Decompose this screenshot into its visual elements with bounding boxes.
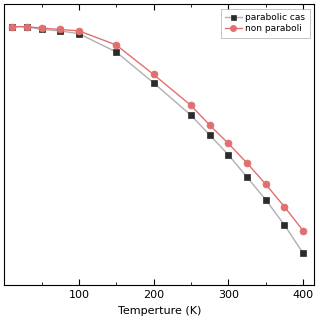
Line: non paraboli: non paraboli — [8, 23, 307, 234]
non paraboli — [40, 26, 44, 30]
parabolic cas — [77, 32, 81, 36]
non paraboli — [58, 28, 62, 31]
parabolic cas — [114, 50, 118, 54]
parabolic cas — [245, 175, 249, 179]
non paraboli — [264, 182, 268, 186]
parabolic cas — [189, 113, 193, 117]
non paraboli — [10, 25, 13, 28]
Legend: parabolic cas, non paraboli: parabolic cas, non paraboli — [221, 9, 310, 38]
parabolic cas — [283, 223, 286, 227]
non paraboli — [152, 73, 156, 76]
non paraboli — [114, 43, 118, 47]
non paraboli — [283, 205, 286, 209]
non paraboli — [189, 103, 193, 107]
parabolic cas — [301, 251, 305, 255]
X-axis label: Temperture (K): Temperture (K) — [117, 306, 201, 316]
parabolic cas — [152, 81, 156, 85]
parabolic cas — [25, 25, 28, 28]
non paraboli — [208, 123, 212, 127]
non paraboli — [77, 29, 81, 33]
non paraboli — [25, 25, 28, 28]
parabolic cas — [226, 153, 230, 156]
Line: parabolic cas: parabolic cas — [9, 24, 306, 256]
parabolic cas — [208, 133, 212, 137]
parabolic cas — [264, 198, 268, 202]
parabolic cas — [40, 28, 44, 31]
parabolic cas — [58, 29, 62, 33]
non paraboli — [301, 229, 305, 233]
parabolic cas — [10, 25, 13, 28]
non paraboli — [226, 141, 230, 145]
non paraboli — [245, 161, 249, 165]
